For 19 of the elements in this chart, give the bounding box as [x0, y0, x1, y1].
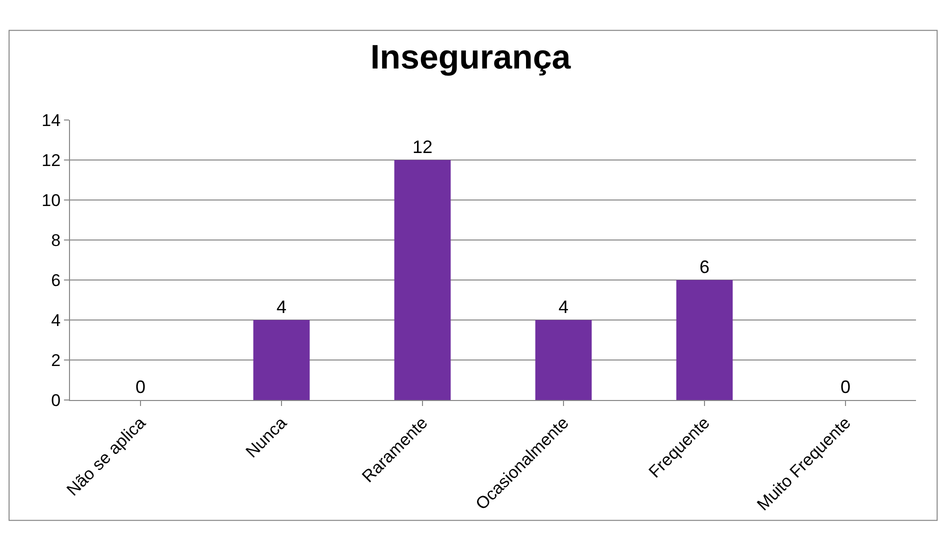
y-tick-label: 12	[42, 150, 61, 170]
y-tick-label: 10	[42, 190, 61, 210]
y-tick-label: 14	[42, 110, 61, 130]
data-label: 0	[840, 377, 851, 397]
data-label: 4	[276, 297, 287, 317]
y-tick-label: 4	[51, 310, 61, 330]
data-label: 4	[558, 297, 569, 317]
data-label: 6	[699, 257, 710, 277]
y-tick-label: 8	[51, 230, 61, 250]
data-label: 12	[412, 137, 433, 157]
y-tick-label: 2	[51, 350, 61, 370]
bar	[394, 160, 451, 400]
y-tick-label: 6	[51, 270, 61, 290]
bar	[535, 320, 592, 400]
bar	[676, 280, 733, 400]
chart-title: Insegurança	[370, 38, 572, 77]
data-label: 0	[135, 377, 146, 397]
y-tick-label: 0	[51, 390, 61, 410]
bar	[253, 320, 310, 400]
